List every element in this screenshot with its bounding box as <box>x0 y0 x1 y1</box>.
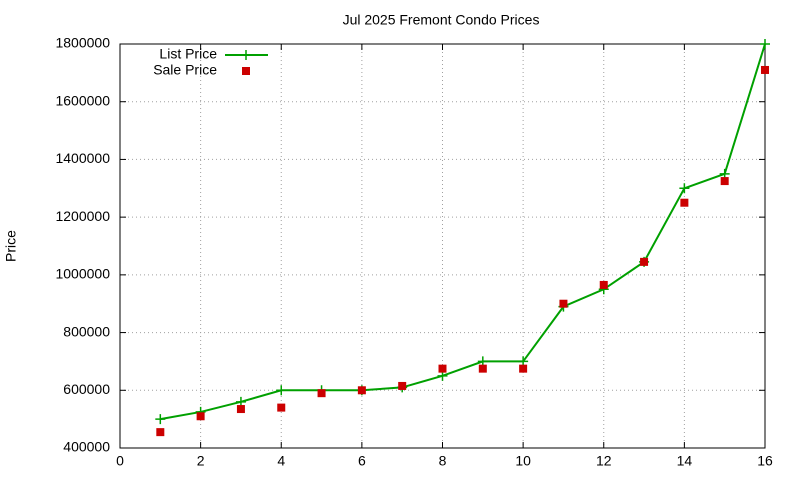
point <box>559 299 568 308</box>
point <box>357 386 366 395</box>
point <box>720 177 729 186</box>
y-tick-label: 1600000 <box>55 92 110 108</box>
point <box>640 257 649 266</box>
legend-label: List Price <box>159 46 217 62</box>
y-tick-label: 1400000 <box>55 150 110 166</box>
y-tick-label: 1200000 <box>55 208 110 224</box>
point <box>155 414 166 425</box>
point <box>236 405 245 414</box>
y-axis-label: Price <box>3 230 19 262</box>
point <box>276 385 287 396</box>
point <box>599 280 608 289</box>
point <box>196 412 205 421</box>
point <box>241 50 251 60</box>
y-tick-label: 400000 <box>63 439 110 455</box>
y-tick-label: 600000 <box>63 381 110 397</box>
point <box>398 381 407 390</box>
point <box>760 39 770 49</box>
point <box>761 65 769 74</box>
x-tick-label: 2 <box>197 453 205 469</box>
plot-frame <box>119 43 766 449</box>
point <box>679 183 690 194</box>
x-tick-label: 12 <box>596 453 612 469</box>
point <box>317 389 326 398</box>
x-tick-label: 14 <box>677 453 693 469</box>
x-tick-label: 0 <box>116 453 124 469</box>
x-tick-label: 6 <box>358 453 366 469</box>
y-tick-label: 1800000 <box>55 35 110 51</box>
point <box>478 364 487 373</box>
y-tick-label: 800000 <box>63 323 110 339</box>
point <box>242 67 250 75</box>
x-tick-label: 16 <box>757 453 773 469</box>
point <box>438 364 447 373</box>
series-line <box>160 43 766 421</box>
point <box>519 364 528 373</box>
legend-label: Sale Price <box>153 62 217 78</box>
x-tick-label: 4 <box>277 453 285 469</box>
point <box>277 403 286 412</box>
x-tick-label: 8 <box>439 453 447 469</box>
point <box>680 198 689 207</box>
chart-title: Jul 2025 Fremont Condo Prices <box>343 12 540 28</box>
x-tick-label: 10 <box>515 453 531 469</box>
y-tick-label: 1000000 <box>55 266 110 282</box>
point <box>156 428 165 437</box>
